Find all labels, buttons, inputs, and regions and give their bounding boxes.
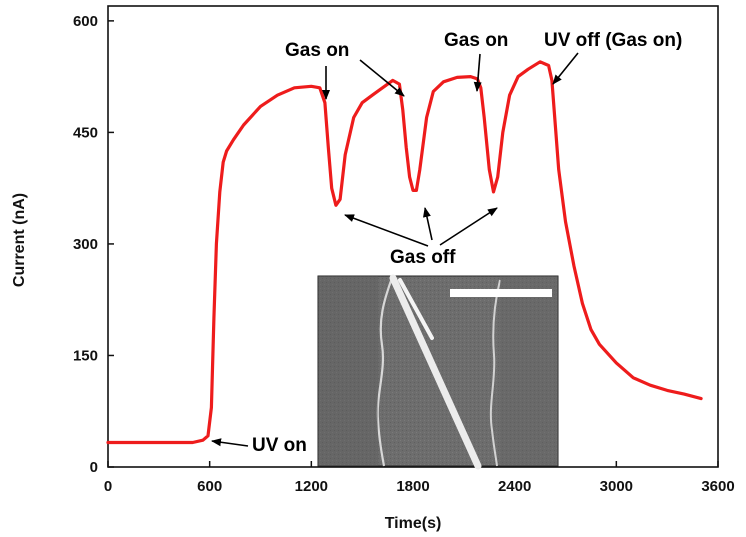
annotation-uv-on: UV on bbox=[252, 435, 307, 456]
annotation-gas-on-3: Gas on bbox=[444, 30, 508, 51]
x-tick-label: 2400 bbox=[498, 478, 531, 495]
sem-inset-image bbox=[317, 274, 559, 470]
y-tick-label: 300 bbox=[73, 236, 98, 253]
scale-bar bbox=[450, 289, 552, 297]
arrow-gas-off-1 bbox=[344, 214, 429, 247]
annotation-gas-off: Gas off bbox=[390, 247, 456, 268]
x-axis-title: Time(s) bbox=[385, 515, 442, 532]
arrow-gas-on-2 bbox=[359, 59, 405, 97]
y-axis: 0 150 300 450 600 bbox=[73, 13, 114, 476]
arrow-gas-off-3 bbox=[439, 207, 498, 246]
arrow-uv-off bbox=[552, 52, 579, 85]
x-tick-label: 1200 bbox=[295, 478, 328, 495]
x-tick-label: 3000 bbox=[600, 478, 633, 495]
annotation-gas-on-1: Gas on bbox=[285, 40, 349, 61]
x-tick-label: 600 bbox=[197, 478, 222, 495]
arrow-uv-on bbox=[211, 438, 249, 447]
electrode-edge-left bbox=[376, 277, 394, 467]
x-tick-label: 3600 bbox=[701, 478, 734, 495]
arrow-gas-off-2 bbox=[423, 207, 433, 241]
y-axis-title: Current (nA) bbox=[11, 193, 28, 287]
nanowire bbox=[389, 274, 482, 470]
x-axis: 0 600 1200 1800 2400 3000 3600 bbox=[104, 461, 735, 495]
annotation-arrows bbox=[211, 52, 579, 447]
y-tick-label: 0 bbox=[90, 459, 98, 476]
x-tick-label: 1800 bbox=[396, 478, 429, 495]
series-line-current bbox=[106, 60, 703, 445]
y-tick-label: 450 bbox=[73, 124, 98, 141]
x-tick-label: 0 bbox=[104, 478, 112, 495]
annotation-uv-off: UV off (Gas on) bbox=[544, 30, 682, 51]
y-tick-label: 600 bbox=[73, 13, 98, 30]
y-tick-label: 150 bbox=[73, 347, 98, 364]
electrode-edge-right bbox=[489, 279, 501, 467]
arrow-gas-on-3 bbox=[473, 53, 482, 92]
